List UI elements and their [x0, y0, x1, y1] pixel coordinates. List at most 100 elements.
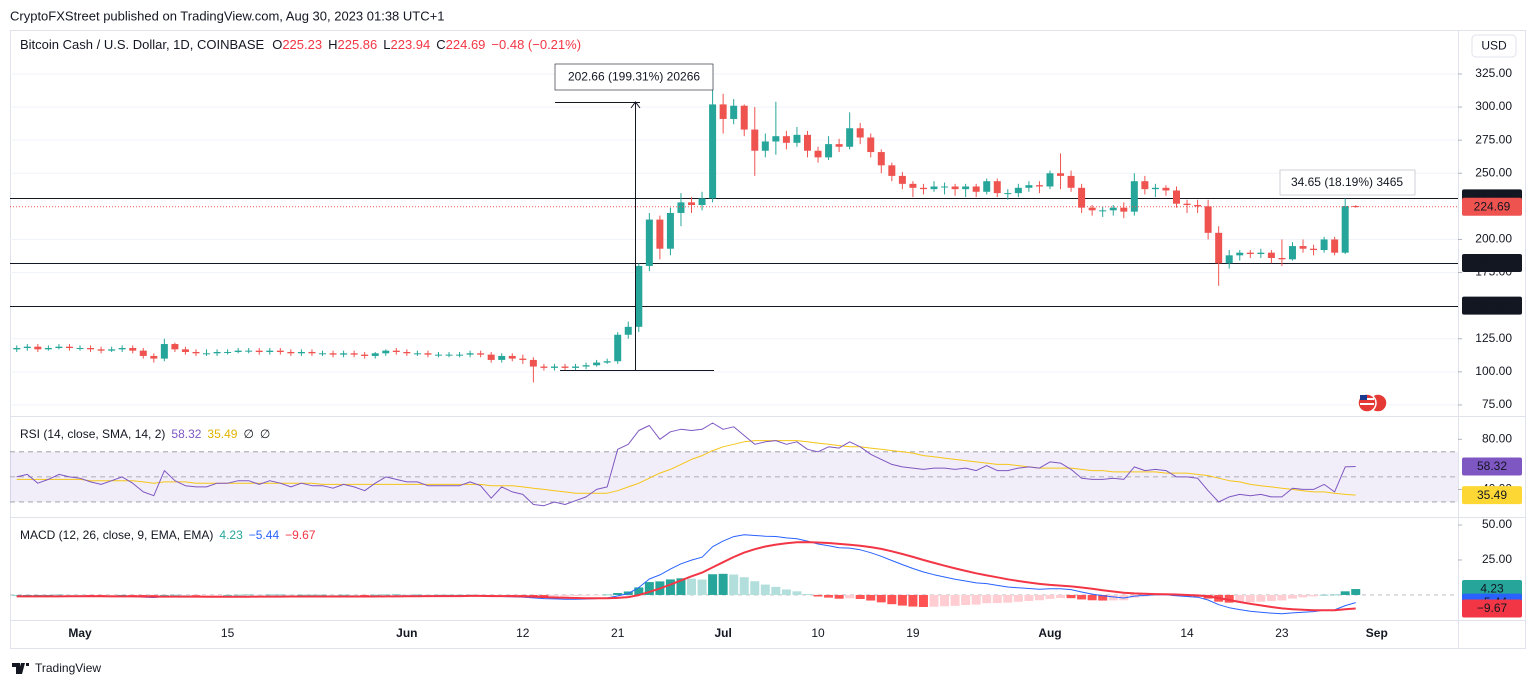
histogram-bar	[708, 574, 718, 595]
histogram-bar	[1266, 594, 1276, 602]
x-tick-label: May	[68, 626, 92, 640]
histogram-bar	[518, 594, 528, 596]
candle-body	[550, 366, 558, 368]
rsi-value-label-box	[1462, 457, 1522, 476]
histogram-bar	[286, 594, 296, 596]
candle-body	[87, 348, 95, 350]
histogram-bar	[370, 594, 380, 596]
candle-body	[1246, 252, 1254, 255]
candle-body	[150, 355, 158, 359]
measure-tool: 202.66 (199.31%) 20266	[554, 63, 714, 371]
histogram-bar	[349, 594, 359, 596]
candle-body	[65, 346, 73, 349]
candle-body	[1141, 181, 1149, 190]
histogram-bar	[317, 594, 327, 596]
histogram-bar	[296, 594, 306, 596]
candle-body	[793, 134, 801, 143]
histogram-bar	[1351, 589, 1361, 595]
rsi-sma-label: 35.49	[1477, 488, 1507, 502]
candle-body	[1109, 207, 1117, 211]
candle-body	[55, 346, 63, 349]
currency-label[interactable]: USD	[1481, 39, 1507, 53]
rsi-sma-line	[16, 440, 1356, 496]
histogram-bar	[265, 594, 275, 596]
histogram-label-box	[1462, 580, 1522, 599]
currency-button[interactable]	[1471, 34, 1517, 58]
candle-body	[487, 354, 495, 360]
histogram-bar	[1340, 591, 1350, 595]
candle-body	[1120, 207, 1128, 212]
histogram-bar	[275, 594, 285, 596]
candle-body	[635, 265, 643, 327]
histogram-bar	[676, 578, 686, 595]
candle-body	[350, 353, 358, 355]
brand-name: TradingView	[35, 661, 101, 675]
candle-body	[1320, 239, 1328, 251]
histogram-bar	[254, 594, 264, 596]
y-tick-label: 75.00	[1482, 397, 1512, 411]
candle-body	[392, 350, 400, 352]
histogram-bar	[1013, 594, 1023, 602]
histogram-bar	[1056, 594, 1066, 599]
histogram-bar	[718, 573, 728, 595]
candle-body	[297, 351, 305, 354]
candle-body	[1046, 173, 1054, 187]
level-label-box	[1462, 253, 1522, 272]
ohlc-key: C	[436, 37, 445, 52]
candle-body	[434, 354, 442, 356]
level-label: 150.00	[1474, 298, 1511, 312]
candle-body	[529, 359, 537, 367]
y-tick-label: 325.00	[1475, 66, 1512, 80]
candle-body	[371, 353, 379, 356]
histogram-bar	[1224, 594, 1234, 603]
histogram-bar	[444, 594, 454, 596]
histogram-bar	[729, 574, 739, 595]
empty-mark: ∅	[260, 427, 270, 441]
candle-body	[424, 353, 432, 355]
candle-body	[593, 362, 601, 366]
candle-body	[825, 144, 833, 158]
histogram-bar	[423, 594, 433, 596]
rsi-sma-label-box	[1462, 486, 1522, 505]
histogram-bar	[781, 589, 791, 595]
candle-body	[44, 348, 52, 350]
candle-body	[803, 134, 811, 151]
signal-value: −9.67	[285, 528, 316, 542]
histogram-bar	[571, 594, 581, 597]
flag-canton	[1360, 395, 1367, 400]
histogram-bar	[961, 594, 971, 606]
histogram-bar	[992, 594, 1002, 604]
candle-body	[856, 128, 864, 138]
histogram-bar	[244, 594, 254, 596]
candle-body	[213, 351, 221, 354]
histogram-bar	[402, 594, 412, 596]
histogram-bar	[876, 594, 886, 603]
candle-body	[709, 104, 717, 199]
candle-body	[1236, 252, 1244, 256]
candle-body	[181, 349, 189, 352]
candle-body	[203, 353, 211, 355]
level-label-box	[1462, 296, 1522, 315]
candle-body	[719, 104, 727, 119]
histogram-bar	[897, 594, 907, 606]
histogram-bar	[1077, 594, 1087, 600]
chart-frame	[10, 30, 1526, 649]
candle-body	[666, 212, 674, 249]
measure-tool: 34.65 (18.19%) 3465	[1279, 169, 1416, 196]
ohlc-key: H	[328, 37, 337, 52]
histogram-bar	[1003, 594, 1013, 603]
last-price-label-box	[1462, 197, 1522, 216]
histogram-bar	[381, 594, 391, 596]
x-tick-label: 19	[906, 626, 920, 640]
candle-body	[129, 348, 137, 351]
candle-body	[224, 351, 232, 353]
candle-body	[898, 175, 906, 184]
histogram-bar	[33, 594, 43, 596]
price-change: −0.48 (−0.21%)	[491, 37, 581, 52]
histogram-bar	[792, 591, 802, 595]
histogram-bar	[1287, 594, 1297, 599]
candle-body	[888, 165, 896, 176]
x-tick-label: 15	[221, 626, 235, 640]
histogram-bar	[339, 594, 349, 596]
histogram-bar	[138, 594, 148, 596]
